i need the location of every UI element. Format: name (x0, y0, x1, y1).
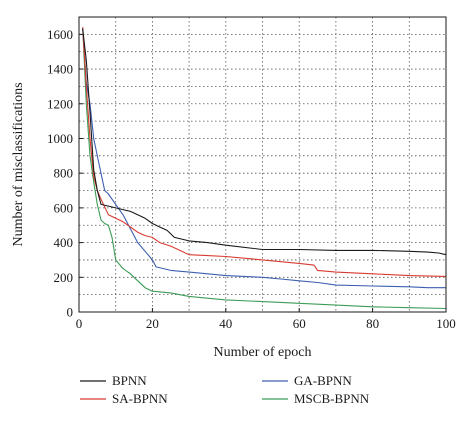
x-tick-label: 100 (436, 316, 456, 331)
y-tick-label: 200 (54, 270, 74, 285)
x-axis-title: Number of epoch (214, 345, 312, 360)
y-tick-label: 1400 (47, 62, 73, 77)
y-tick-label: 800 (54, 166, 74, 181)
y-axis-title: Number of misclassifications (11, 82, 26, 246)
legend: BPNN SA-BPNN GA-BPNN MSCB-BPNN (80, 373, 370, 406)
y-tick-label: 1200 (47, 96, 73, 111)
x-tick-label: 60 (293, 316, 306, 331)
series-line-mscb-bpnn (82, 27, 447, 310)
legend-label: MSCB-BPNN (294, 391, 370, 406)
y-tick-label: 600 (54, 200, 74, 215)
legend-label: GA-BPNN (294, 373, 352, 388)
plot-frame (78, 16, 447, 313)
grid-layer (79, 17, 446, 312)
series-line-sa-bpnn (82, 27, 447, 277)
x-tick-label: 20 (146, 316, 159, 331)
x-tick-label: 40 (219, 316, 232, 331)
series-line-bpnn (82, 29, 447, 256)
x-tick-label: 80 (366, 316, 379, 331)
y-tick-label: 0 (67, 305, 74, 320)
x-tick-label: 0 (76, 316, 83, 331)
y-tick-label: 400 (54, 235, 74, 250)
legend-label: BPNN (112, 373, 147, 388)
tick-layer: 0 20 40 60 80 1000200400600800100012001400160… (47, 27, 456, 331)
y-tick-label: 1000 (47, 131, 73, 146)
series-line-ga-bpnn (82, 27, 446, 289)
series-layer (82, 27, 447, 310)
legend-label: SA-BPNN (112, 391, 168, 406)
y-tick-label: 1600 (47, 27, 73, 42)
